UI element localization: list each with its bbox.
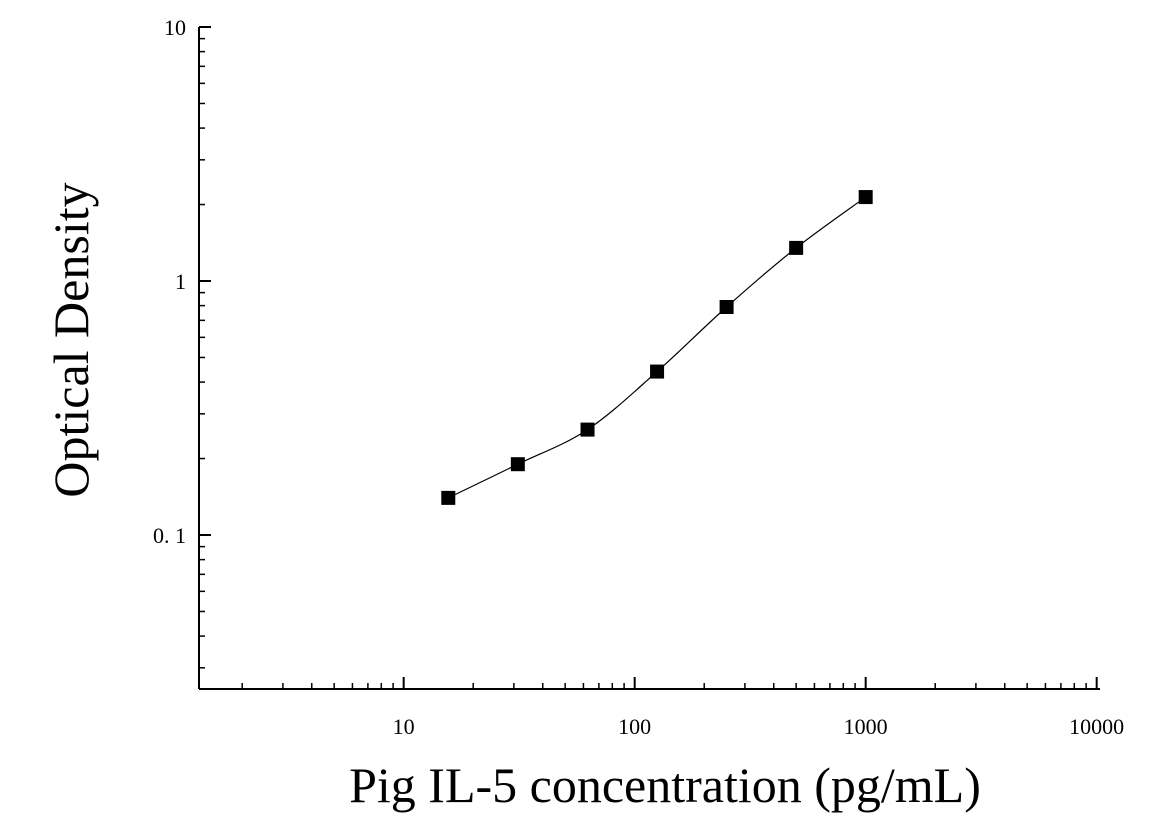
data-point xyxy=(858,190,873,205)
data-markers xyxy=(441,190,873,505)
y-tick-label: 10 xyxy=(164,15,186,40)
data-point xyxy=(650,364,665,379)
x-major-ticks: 10 100 1000 10000 xyxy=(393,677,1124,739)
y-major-ticks: 0. 1 1 10 xyxy=(153,15,211,548)
x-tick-label: 10 xyxy=(393,714,415,739)
data-point xyxy=(441,490,456,505)
data-point xyxy=(580,422,595,437)
y-axis-title: Optical Density xyxy=(43,182,99,497)
data-point xyxy=(510,457,525,472)
x-axis-title: Pig IL-5 concentration (pg/mL) xyxy=(349,757,981,813)
data-point xyxy=(719,300,734,315)
y-tick-label: 0. 1 xyxy=(153,523,186,548)
y-tick-label: 1 xyxy=(175,269,186,294)
x-tick-label: 1000 xyxy=(844,714,888,739)
x-tick-label: 10000 xyxy=(1069,714,1124,739)
y-minor-ticks xyxy=(199,37,205,669)
data-point xyxy=(789,240,804,255)
x-minor-ticks xyxy=(241,683,1087,689)
x-tick-label: 100 xyxy=(618,714,651,739)
plot-area: 10 100 1000 10000 0. 1 1 10 xyxy=(153,15,1124,739)
